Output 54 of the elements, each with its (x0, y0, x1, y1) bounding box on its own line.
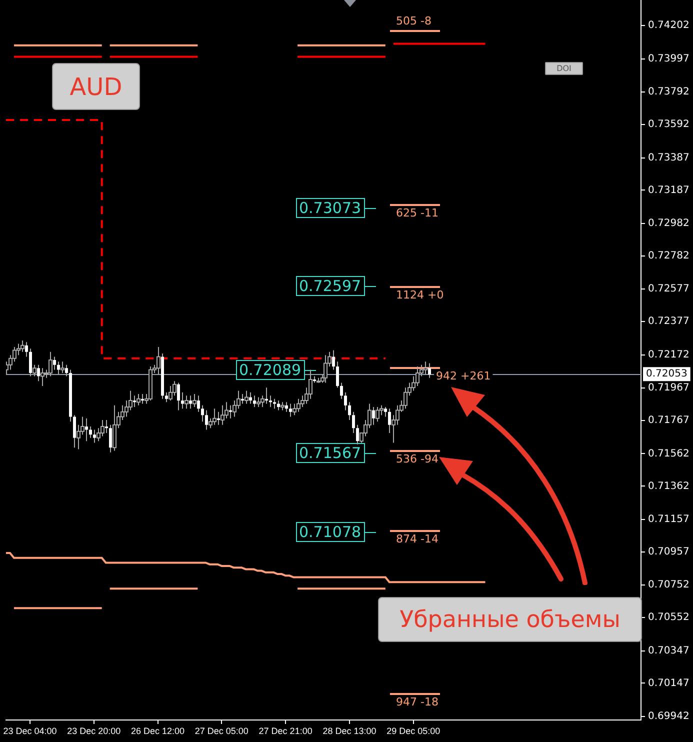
candlestick (336, 361, 339, 388)
candlestick (201, 404, 204, 422)
y-tick-label: 0.71767 (648, 415, 690, 426)
annotation: 0.73073 (299, 198, 362, 217)
candlestick (89, 426, 92, 438)
x-tick-label: 26 Dec 12:00 (130, 726, 185, 736)
x-tick-label: 27 Dec 05:00 (194, 726, 248, 736)
y-tick-label: 0.70347 (648, 645, 690, 656)
y-tick-label: 0.71362 (648, 480, 690, 492)
annotation: DOI (545, 62, 583, 75)
y-tick-label: 0.71967 (648, 382, 690, 394)
y-tick-label: 0.70552 (648, 612, 690, 624)
annotation: 0.71567 (299, 444, 362, 462)
x-tick-label: 29 Dec 05:00 (386, 726, 440, 736)
x-tick-label: 23 Dec 04:00 (3, 726, 57, 736)
annotation: 0.72089 (239, 360, 302, 379)
y-tick-label: 0.72982 (648, 218, 690, 230)
y-tick-label: 0.70752 (648, 580, 690, 591)
y-tick-label: 0.72377 (648, 316, 690, 328)
y-tick-label: 0.71157 (648, 514, 690, 525)
annotation: 942 +261 (436, 369, 491, 382)
candlestick (348, 402, 351, 420)
annotation: 947 -18 (396, 695, 438, 708)
y-tick-label: 0.72172 (648, 349, 690, 360)
candlestick (273, 398, 276, 410)
y-tick-label: 0.73997 (648, 53, 690, 64)
y-tick-label: 0.69942 (648, 711, 690, 722)
annotation: AUD (52, 63, 140, 110)
ref-line-label: 0.72053 (646, 368, 688, 380)
annotation: 0.72597 (299, 276, 362, 295)
y-tick-label: 0.70957 (648, 546, 690, 558)
y-tick-label: 0.72782 (648, 250, 690, 262)
y-tick-label: 0.73592 (648, 119, 690, 130)
candlestick (340, 382, 343, 400)
y-tick-label: 0.73387 (648, 152, 690, 164)
y-tick-label: 0.72577 (648, 284, 690, 295)
y-tick-label: 0.73792 (648, 86, 690, 98)
y-tick-label: 0.73187 (648, 184, 690, 196)
annotation: 874 -14 (396, 532, 438, 546)
y-tick-label: 0.71562 (648, 448, 690, 460)
x-tick-label: 28 Dec 13:00 (322, 726, 376, 736)
annotation: 1124 +0 (396, 288, 444, 302)
candlestick (352, 411, 355, 434)
candlestick (269, 395, 272, 408)
y-tick-label: 0.70147 (648, 678, 690, 689)
candlestick (344, 392, 347, 411)
x-tick-label: 27 Dec 21:00 (258, 726, 312, 736)
annotation: 536 -94 (396, 452, 438, 466)
x-tick-label: 23 Dec 20:00 (67, 726, 121, 736)
annotation: Убранные объемы (378, 597, 642, 642)
y-tick-label: 0.74202 (648, 20, 690, 32)
annotation: 505 -8 (396, 14, 432, 28)
annotation: 0.71078 (299, 522, 362, 541)
annotation: 625 -11 (396, 206, 438, 220)
